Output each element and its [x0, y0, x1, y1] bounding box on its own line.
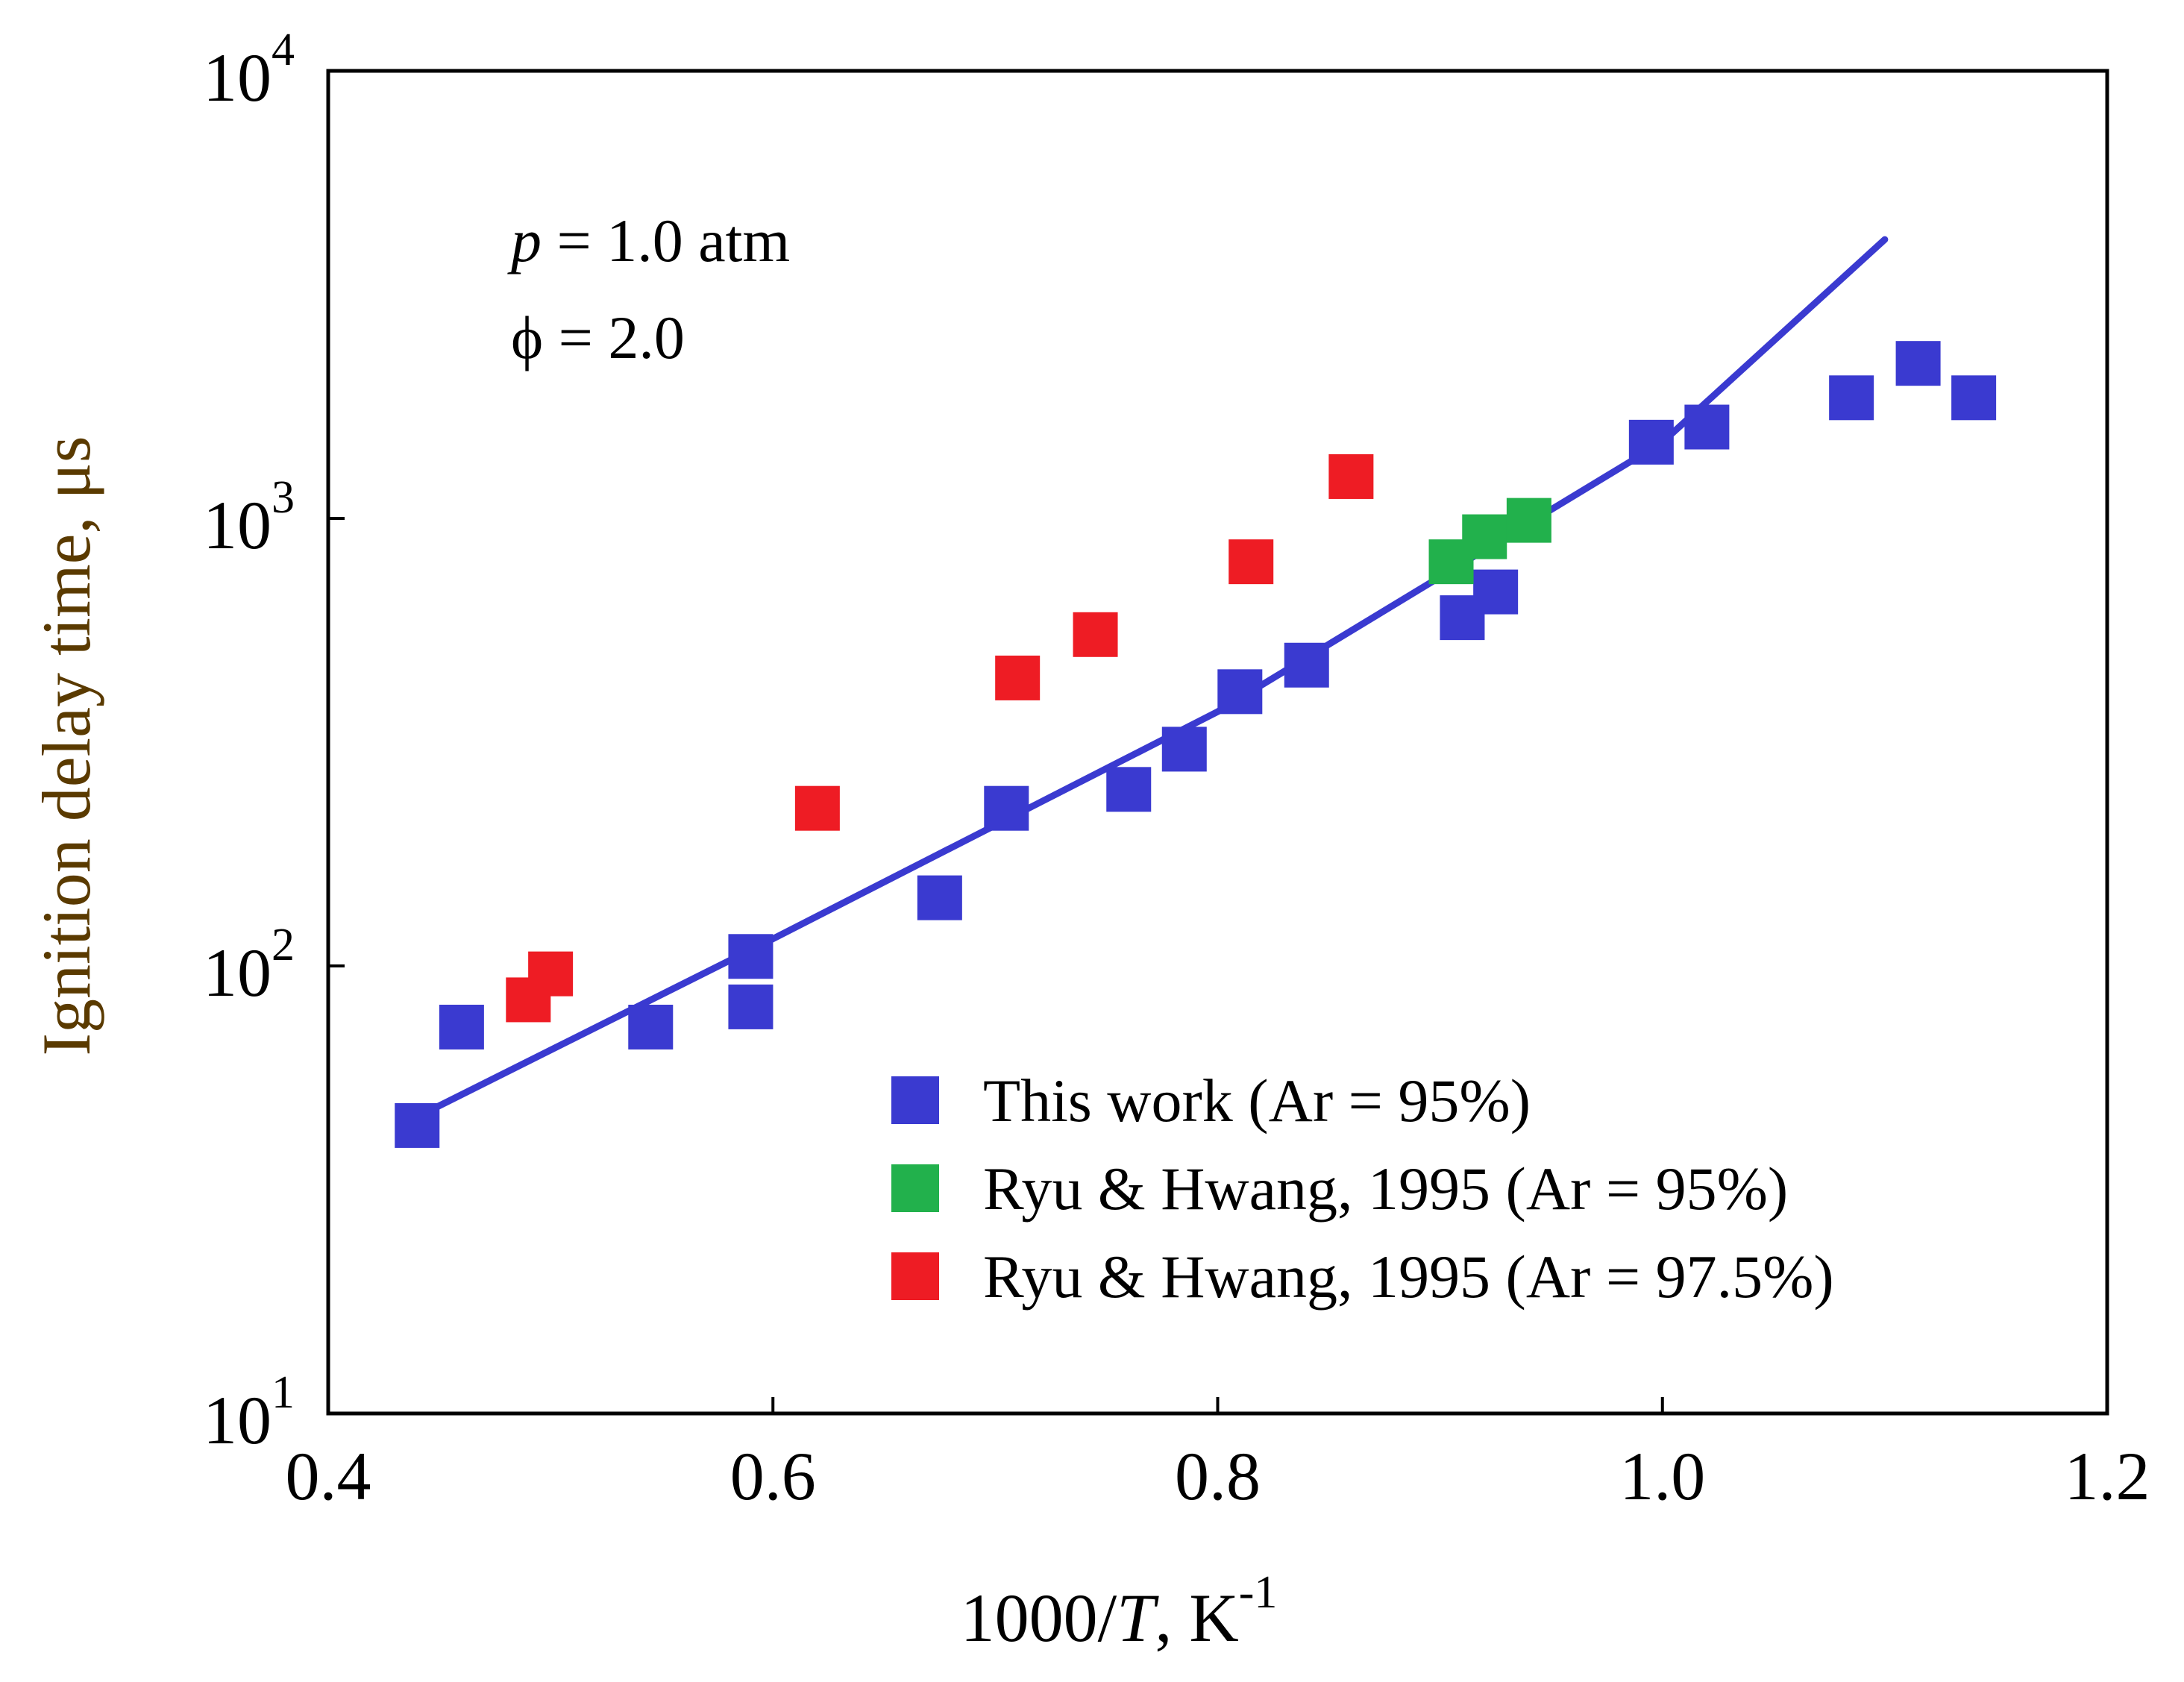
- annotation-phi: ϕ = 2.0: [511, 304, 685, 371]
- data-point-series-1: [1161, 727, 1207, 772]
- data-point-series-1: [628, 1005, 674, 1050]
- data-point-series-1: [1951, 375, 1997, 421]
- x-tick-label: 0.4: [286, 1438, 371, 1514]
- condition-annotations: p = 1.0 atm ϕ = 2.0: [507, 207, 790, 371]
- x-tick-label: 0.6: [730, 1438, 816, 1514]
- data-point-series-1: [1829, 375, 1874, 421]
- data-point-series-1: [984, 785, 1029, 831]
- data-point-series-3: [1228, 539, 1274, 585]
- x-tick-label: 1.0: [1619, 1438, 1705, 1514]
- x-tick-label: 0.8: [1175, 1438, 1261, 1514]
- legend-swatch: [891, 1164, 939, 1212]
- x-axis-title: 1000/T, K-1: [961, 1567, 1278, 1656]
- data-point-series-1: [1628, 419, 1674, 465]
- data-point-series-3: [1073, 612, 1118, 657]
- legend-label: Ryu & Hwang, 1995 (Ar = 97.5%): [983, 1243, 1834, 1311]
- legend-swatch: [891, 1076, 939, 1124]
- x-axis-ticks: 0.4 0.6 0.8 1.0 1.2: [286, 1397, 2150, 1514]
- legend: This work (Ar = 95%) Ryu & Hwang, 1995 (A…: [891, 1067, 1834, 1311]
- data-point-series-1: [1217, 669, 1263, 715]
- legend-swatch: [891, 1252, 939, 1300]
- data-point-series-3: [794, 785, 840, 831]
- data-point-series-1: [917, 875, 962, 920]
- data-point-series-2: [1462, 514, 1507, 559]
- data-point-series-1: [728, 934, 774, 979]
- data-point-series-3: [528, 951, 574, 997]
- y-tick-label: 101: [203, 1367, 295, 1458]
- data-point-series-1: [1473, 569, 1519, 615]
- y-tick-label: 102: [203, 920, 295, 1011]
- data-point-series-2: [1506, 498, 1551, 543]
- annotation-pressure: p = 1.0 atm: [507, 207, 790, 274]
- y-axis-title: Ignition delay time, μs: [28, 436, 104, 1055]
- data-point-series-1: [395, 1102, 440, 1148]
- x-tick-label: 1.2: [2065, 1438, 2150, 1514]
- legend-label: This work (Ar = 95%): [983, 1067, 1531, 1135]
- data-point-series-1: [1284, 642, 1329, 688]
- data-point-series-1: [1895, 341, 1941, 386]
- y-axis-ticks: 101 102 103 104: [203, 25, 345, 1458]
- y-tick-label: 104: [203, 25, 295, 116]
- data-point-series-1: [439, 1005, 484, 1050]
- data-point-series-3: [995, 655, 1041, 700]
- legend-label: Ryu & Hwang, 1995 (Ar = 95%): [983, 1155, 1788, 1223]
- data-point-series-1: [728, 984, 774, 1029]
- data-point-series-1: [1684, 404, 1730, 450]
- data-points-layer: [395, 341, 1997, 1148]
- y-tick-label: 103: [203, 472, 295, 563]
- data-point-series-1: [1106, 767, 1152, 812]
- data-point-series-3: [1328, 454, 1374, 499]
